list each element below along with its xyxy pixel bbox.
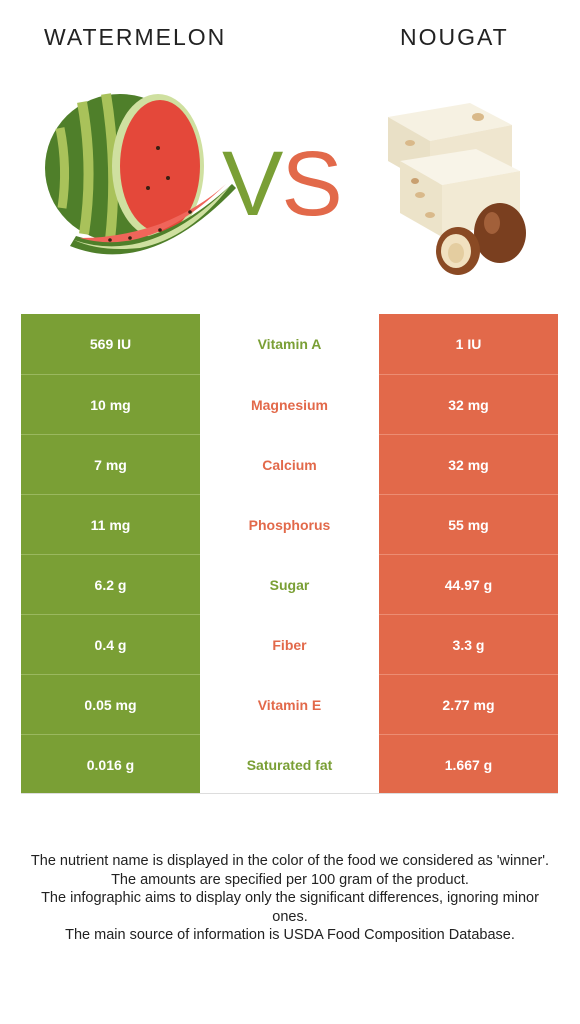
table-row: 0.016 g Saturated fat 1.667 g bbox=[21, 734, 558, 794]
left-food-title: WATERMELON bbox=[44, 24, 227, 50]
note-per-100g: The amounts are specified per 100 gram o… bbox=[111, 871, 469, 888]
nutrient-name: Phosphorus bbox=[200, 494, 379, 554]
watermelon-image bbox=[45, 93, 236, 255]
watermelon-value: 569 IU bbox=[21, 314, 200, 374]
table-row: 7 mg Calcium 32 mg bbox=[21, 434, 558, 494]
note-data-source: The main source of information is USDA F… bbox=[65, 927, 515, 943]
nougat-value: 1 IU bbox=[379, 314, 558, 374]
table-row: 11 mg Phosphorus 55 mg bbox=[21, 494, 558, 554]
nutrient-name: Fiber bbox=[200, 614, 379, 674]
nutrient-name: Vitamin A bbox=[200, 314, 379, 374]
note-winner-color: The nutrient name is displayed in the co… bbox=[30, 853, 550, 869]
watermelon-value: 10 mg bbox=[21, 374, 200, 434]
nougat-value: 2.77 mg bbox=[379, 674, 558, 734]
watermelon-value: 0.05 mg bbox=[21, 674, 200, 734]
vs-label: VS bbox=[222, 138, 343, 230]
table-row: 6.2 g Sugar 44.97 g bbox=[21, 554, 558, 614]
vs-v: V bbox=[222, 133, 283, 235]
watermelon-value: 11 mg bbox=[21, 494, 200, 554]
nougat-value: 32 mg bbox=[379, 374, 558, 434]
nougat-value: 3.3 g bbox=[379, 614, 558, 674]
nougat-value: 44.97 g bbox=[379, 554, 558, 614]
nutrient-name: Sugar bbox=[200, 554, 379, 614]
vs-s: S bbox=[281, 133, 342, 235]
nutrient-name: Magnesium bbox=[200, 374, 379, 434]
nougat-value: 55 mg bbox=[379, 494, 558, 554]
nougat-value: 32 mg bbox=[379, 434, 558, 494]
table-row: 0.4 g Fiber 3.3 g bbox=[21, 614, 558, 674]
watermelon-value: 0.016 g bbox=[21, 734, 200, 794]
watermelon-value: 7 mg bbox=[21, 434, 200, 494]
nutrient-name: Saturated fat bbox=[200, 734, 379, 794]
table-row: 10 mg Magnesium 32 mg bbox=[21, 374, 558, 434]
watermelon-value: 6.2 g bbox=[21, 554, 200, 614]
footnotes: The nutrient name is displayed in the co… bbox=[30, 852, 550, 945]
note-significant-differences: The infographic aims to display only the… bbox=[41, 890, 539, 925]
right-food-title: NOUGAT bbox=[400, 24, 509, 50]
nutrient-name: Calcium bbox=[200, 434, 379, 494]
table-row: 0.05 mg Vitamin E 2.77 mg bbox=[21, 674, 558, 734]
nutrient-name: Vitamin E bbox=[200, 674, 379, 734]
nougat-image bbox=[388, 103, 526, 275]
watermelon-value: 0.4 g bbox=[21, 614, 200, 674]
nougat-value: 1.667 g bbox=[379, 734, 558, 794]
table-bottom-divider bbox=[21, 793, 558, 794]
